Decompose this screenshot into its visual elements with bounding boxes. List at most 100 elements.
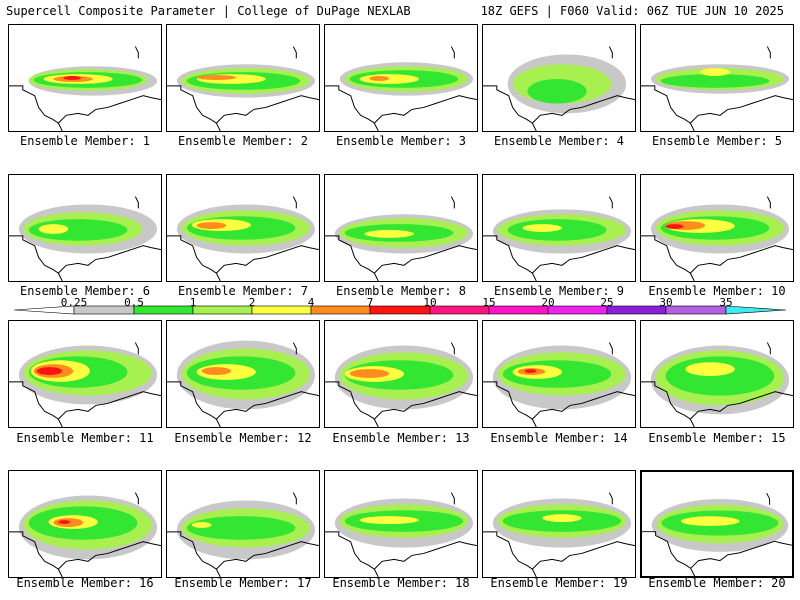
scp-map-13 [325,342,477,427]
ensemble-panel-8[interactable] [324,174,478,282]
scp-contour [665,356,775,396]
map-outline [167,531,319,577]
scp-map-10 [641,196,793,281]
colorbar-segment [725,305,787,315]
ensemble-member-caption: Ensemble Member: 15 [648,431,786,445]
map-outline [641,85,793,131]
scp-map-7 [167,196,319,281]
ensemble-member-caption: Ensemble Member: 9 [493,284,625,298]
colorbar-label: 35 [719,296,733,309]
colorbar-segment [251,305,312,315]
scp-map-11 [9,342,161,427]
scp-map-19 [483,492,635,577]
ensemble-panel-14[interactable] [482,320,636,428]
ensemble-member-caption: Ensemble Member: 2 [177,134,309,148]
map-outline [9,235,161,281]
map-outline [325,85,477,131]
scp-contour [349,369,390,378]
scp-contour [191,522,212,528]
ensemble-panel-11[interactable] [8,320,162,428]
map-outline [325,531,477,577]
map-outline [167,85,319,131]
ensemble-panel-10[interactable] [640,174,794,282]
ensemble-member-caption: Ensemble Member: 20 [648,576,786,590]
scp-contour [58,520,71,524]
lake-outline [450,342,455,355]
lake-outline [766,342,771,355]
colorbar-segment [369,305,431,315]
lake-outline [766,492,771,505]
ensemble-panel-13[interactable] [324,320,478,428]
lake-outline [766,46,771,59]
lake-outline [450,46,455,59]
ensemble-panel-16[interactable] [8,470,162,578]
map-outline [483,235,635,281]
colorbar-segment [665,305,727,315]
ensemble-panel-1[interactable] [8,24,162,132]
ensemble-panel-15[interactable] [640,320,794,428]
ensemble-member-caption: Ensemble Member: 16 [16,576,154,590]
scp-contour [359,516,419,524]
scp-contour [369,76,390,81]
ensemble-panel-18[interactable] [324,470,478,578]
colorbar-graphic [13,305,787,315]
colorbar-label: 15 [482,296,496,309]
lake-outline [134,46,139,59]
scp-map-4 [483,46,635,131]
scp-map-20 [642,492,792,576]
ensemble-member-caption: Ensemble Member: 7 [177,284,309,298]
colorbar-label: 20 [541,296,555,309]
ensemble-member-caption: Ensemble Member: 5 [651,134,783,148]
ensemble-panel-20[interactable] [640,470,794,578]
ensemble-panel-19[interactable] [482,470,636,578]
scp-contour [186,516,296,540]
scp-map-12 [167,340,319,427]
map-outline [325,381,477,427]
scp-map-18 [325,492,477,577]
scp-contour [196,222,227,229]
map-outline [483,85,635,131]
colorbar-segment [547,305,608,315]
ensemble-panel-7[interactable] [166,174,320,282]
scp-contour [680,516,740,526]
map-outline [167,381,319,427]
run-info: 18Z GEFS | F060 Valid: 06Z TUE JUN 10 20… [480,4,784,18]
colorbar-label: 10 [423,296,437,309]
ensemble-member-caption: Ensemble Member: 6 [19,284,151,298]
colorbar-segment [488,305,549,315]
map-outline [642,531,792,576]
scp-map-1 [9,46,161,131]
ensemble-panel-12[interactable] [166,320,320,428]
ensemble-panel-4[interactable] [482,24,636,132]
scp-map-14 [483,342,635,427]
colorbar-label: 0.25 [60,296,88,309]
scp-contour [522,224,562,232]
scp-contour [542,514,582,523]
ensemble-member-caption: Ensemble Member: 3 [335,134,467,148]
ensemble-member-caption: Ensemble Member: 8 [335,284,467,298]
scp-map-17 [167,492,319,577]
map-outline [9,381,161,427]
scp-map-9 [483,196,635,281]
ensemble-member-caption: Ensemble Member: 18 [332,576,470,590]
map-outline [483,381,635,427]
ensemble-panel-2[interactable] [166,24,320,132]
scp-contour [660,74,770,88]
ensemble-panel-17[interactable] [166,470,320,578]
scp-map-15 [641,342,793,427]
ensemble-member-caption: Ensemble Member: 11 [16,431,154,445]
scp-map-3 [325,46,477,131]
page-title: Supercell Composite Parameter | College … [6,4,411,18]
colorbar-label: 7 [366,296,374,309]
ensemble-panel-3[interactable] [324,24,478,132]
ensemble-member-caption: Ensemble Member: 19 [490,576,628,590]
ensemble-panel-9[interactable] [482,174,636,282]
colorbar-label: 2 [248,296,256,309]
scp-map-5 [641,46,793,131]
lake-outline [292,46,297,59]
lake-outline [608,342,613,355]
ensemble-panel-5[interactable] [640,24,794,132]
ensemble-panel-6[interactable] [8,174,162,282]
colorbar-label: 0.5 [124,296,144,309]
ensemble-member-caption: Ensemble Member: 13 [332,431,470,445]
